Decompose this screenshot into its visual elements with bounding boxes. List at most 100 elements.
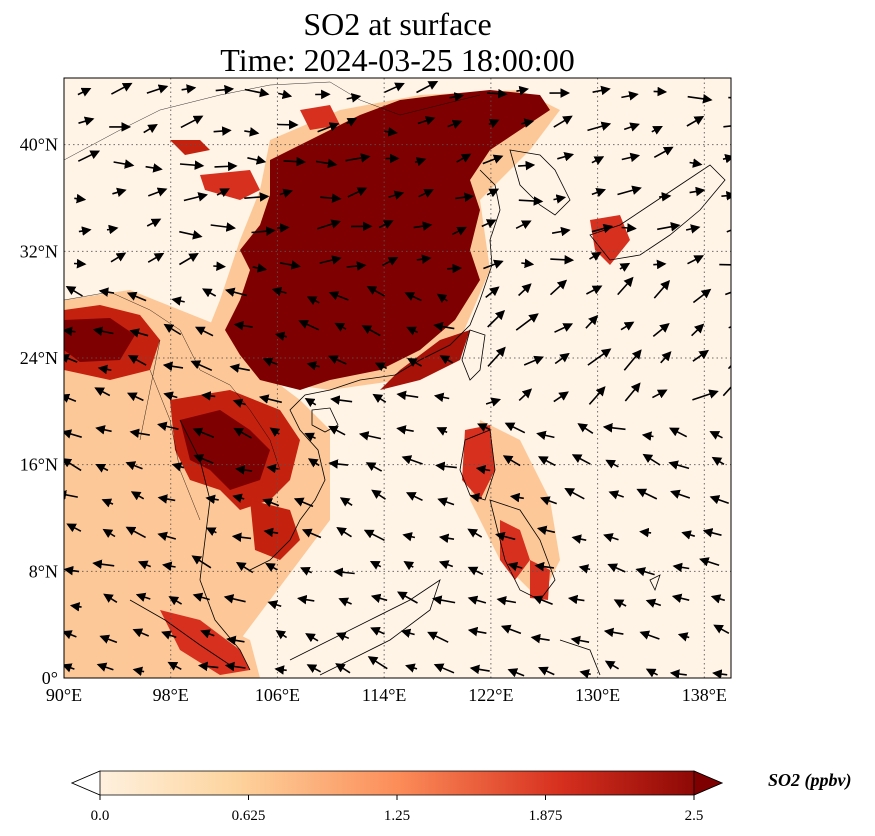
wind-arrow <box>642 453 661 466</box>
wind-arrow <box>132 628 150 638</box>
wind-arrow <box>571 454 591 465</box>
wind-arrow <box>213 126 232 136</box>
wind-arrow <box>78 226 92 236</box>
wind-arrow <box>345 153 371 163</box>
wind-arrow <box>77 150 101 162</box>
wind-arrow <box>660 351 672 364</box>
wind-arrow <box>397 591 418 604</box>
wind-arrow <box>400 628 415 638</box>
wind-arrow <box>102 528 116 538</box>
wind-arrow <box>538 666 555 676</box>
wind-arrow <box>521 258 535 269</box>
wind-arrow <box>98 287 115 297</box>
wind-arrow <box>516 85 529 96</box>
wind-arrow <box>210 222 236 232</box>
wind-arrow <box>298 319 320 331</box>
lat-tick-label: 16°N <box>20 455 58 475</box>
wind-arrow <box>127 355 147 366</box>
wind-arrow <box>712 669 728 678</box>
wind-arrow <box>74 193 87 204</box>
wind-arrow <box>713 624 730 635</box>
wind-arrow <box>267 600 282 610</box>
wind-arrow <box>201 391 216 401</box>
wind-arrow <box>279 188 294 198</box>
wind-arrow <box>335 663 351 674</box>
wind-arrow <box>96 662 114 672</box>
wind-arrow <box>171 462 185 472</box>
wind-arrow <box>279 260 301 270</box>
wind-arrow <box>126 291 147 302</box>
wind-arrow <box>725 291 731 296</box>
colorbar-ticks: 0.0 0.625 1.25 1.875 2.5 <box>91 795 704 824</box>
wind-arrow <box>157 421 179 432</box>
wind-arrow <box>244 192 270 202</box>
wind-arrow <box>589 251 602 261</box>
wind-arrow <box>224 661 246 672</box>
lon-tick-label: 138°E <box>682 685 727 705</box>
wind-arrow <box>369 560 382 570</box>
wind-arrow <box>721 190 731 201</box>
wind-arrow <box>496 595 517 606</box>
wind-arrow <box>161 630 177 640</box>
wind-arrow <box>621 152 641 163</box>
wind-arrow <box>586 285 603 295</box>
wind-arrow <box>162 361 184 372</box>
wind-arrow <box>233 320 253 331</box>
wind-arrow <box>78 116 95 126</box>
wind-arrow <box>537 456 556 467</box>
wind-arrow <box>315 158 338 169</box>
wind-arrow <box>485 286 500 299</box>
wind-arrow <box>205 494 219 505</box>
wind-arrow <box>167 661 182 671</box>
wind-arrow <box>92 326 114 336</box>
lat-tick-label: 0° <box>42 668 58 688</box>
wind-arrow <box>168 596 183 606</box>
wind-arrow <box>363 529 385 542</box>
wind-arrow <box>178 252 199 266</box>
wind-arrow <box>402 532 416 542</box>
wind-arrow <box>274 665 287 675</box>
lon-tick-label: 114°E <box>362 685 407 705</box>
wind-arrow <box>95 425 112 435</box>
wind-arrow <box>467 566 484 576</box>
wind-arrow <box>304 432 316 442</box>
wind-arrow <box>382 257 399 267</box>
wind-arrow <box>668 460 690 470</box>
lon-tick-label: 90°E <box>46 685 82 705</box>
colorbar-tick-label: 2.5 <box>685 808 704 824</box>
wind-arrow <box>603 627 624 638</box>
wind-arrow <box>64 630 77 640</box>
wind-arrow <box>339 497 353 507</box>
wind-arrow <box>358 431 382 441</box>
wind-arrow <box>111 82 133 95</box>
wind-arrow <box>94 387 111 397</box>
wind-arrow <box>317 219 342 230</box>
wind-arrow <box>77 87 92 97</box>
wind-arrow <box>477 423 491 432</box>
wind-arrow <box>396 390 419 401</box>
wind-arrow <box>446 263 463 274</box>
wind-arrow <box>515 220 532 230</box>
wind-arrow <box>659 192 672 202</box>
wind-arrow <box>297 594 315 605</box>
wind-arrow <box>435 461 457 472</box>
colorbar-tick-label: 1.25 <box>384 808 410 824</box>
wind-arrow <box>687 255 705 265</box>
wind-arrow <box>439 355 454 365</box>
wind-arrow <box>507 561 523 572</box>
wind-arrow <box>447 119 463 129</box>
wind-arrow <box>338 597 352 607</box>
wind-arrow <box>523 355 544 366</box>
colorbar-gradient <box>70 770 724 796</box>
map-title: SO2 at surface <box>303 6 492 42</box>
wind-arrow <box>64 663 75 673</box>
wind-arrow <box>283 156 307 167</box>
wind-arrow <box>306 296 320 306</box>
wind-arrow <box>686 115 705 127</box>
lon-tick-label: 98°E <box>153 685 189 705</box>
wind-arrow <box>251 226 276 236</box>
wind-arrow <box>608 490 624 500</box>
wind-arrow <box>223 594 246 604</box>
wind-arrow <box>277 223 290 233</box>
wind-arrow <box>564 488 585 500</box>
